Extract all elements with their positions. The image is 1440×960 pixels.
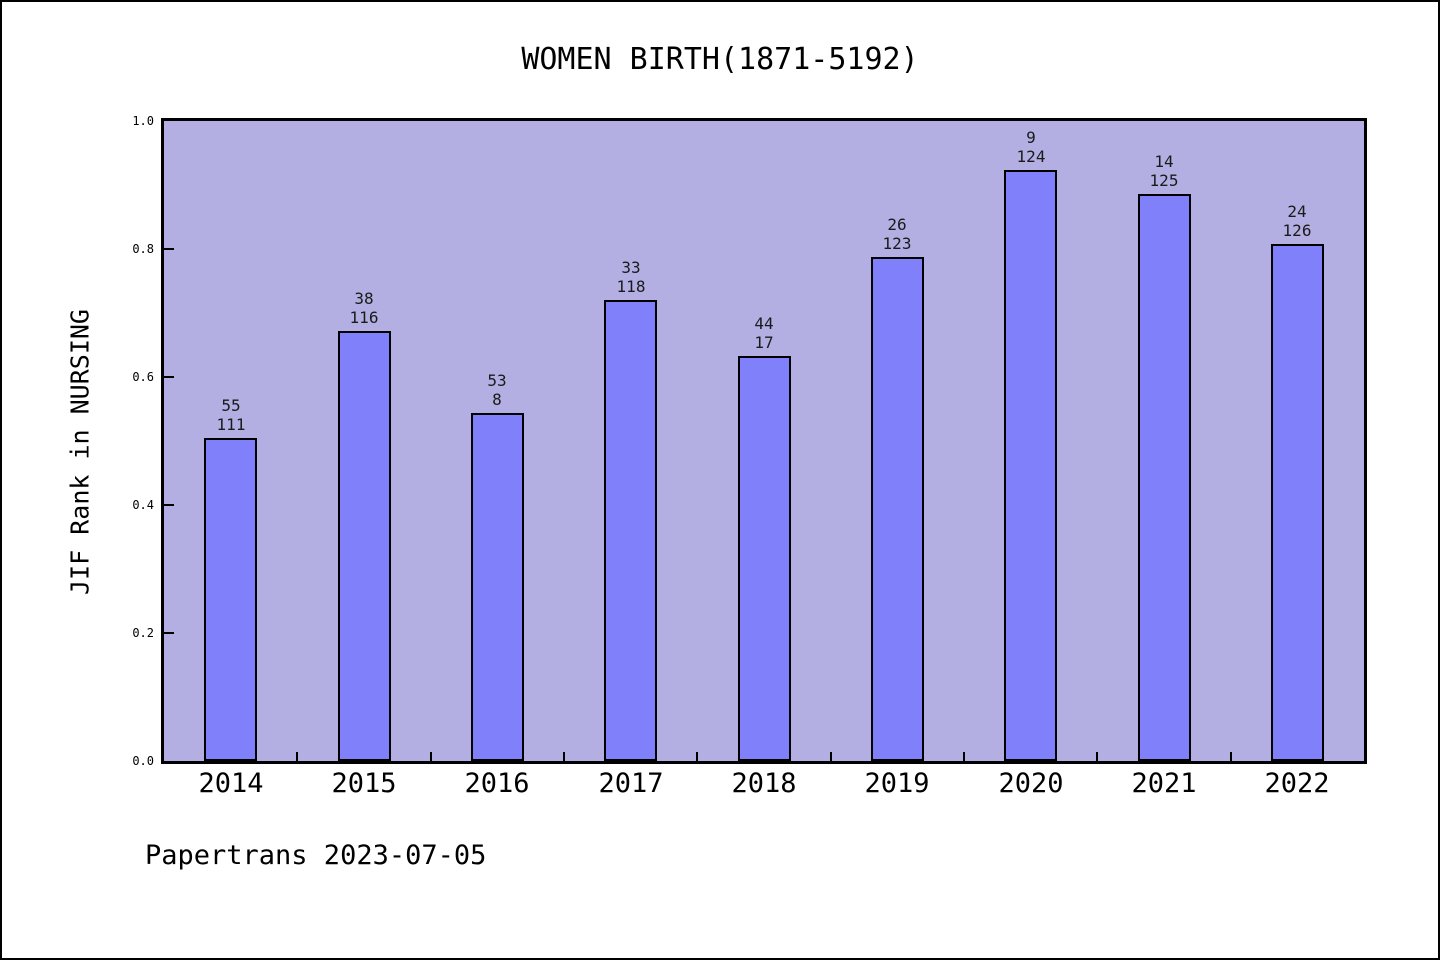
x-minor-tick — [296, 752, 298, 761]
bar-value-label: 14 125 — [1150, 152, 1179, 190]
x-tick-label: 2018 — [731, 768, 797, 799]
bar — [738, 356, 791, 761]
bar-value-line: 123 — [882, 234, 912, 253]
x-tick-label: 2016 — [464, 768, 530, 799]
bar — [471, 413, 524, 761]
x-minor-tick — [963, 752, 965, 761]
bar-value-label: 38 116 — [350, 289, 379, 327]
bar — [1004, 170, 1057, 761]
chart-title: WOMEN BIRTH(1871-5192) — [521, 42, 919, 77]
caption: Papertrans 2023-07-05 — [145, 840, 487, 871]
y-tick-label: 0.4 — [132, 498, 154, 512]
bar-value-line: 111 — [216, 415, 246, 434]
y-tick — [164, 504, 174, 506]
y-tick — [164, 376, 174, 378]
bar-value-line: 9 — [1026, 128, 1036, 147]
bar-value-label: 24 126 — [1283, 202, 1312, 240]
bar-value-label: 55 111 — [217, 396, 246, 434]
bar-value-line: 53 — [487, 371, 507, 390]
y-tick-label: 1.0 — [132, 114, 154, 128]
y-axis-label: JIF Rank in NURSING — [65, 309, 95, 595]
bar-value-label: 9 124 — [1017, 128, 1046, 166]
x-minor-tick — [1230, 752, 1232, 761]
bar-value-line: 33 — [621, 258, 641, 277]
x-tick-label: 2019 — [864, 768, 930, 799]
x-minor-tick — [696, 752, 698, 761]
bar — [1138, 194, 1191, 761]
x-tick-label: 2021 — [1131, 768, 1197, 799]
bar-value-label: 44 17 — [754, 314, 773, 352]
bar-value-line: 8 — [492, 390, 502, 409]
bar-value-line: 44 — [754, 314, 774, 333]
bar-value-label: 26 123 — [883, 215, 912, 253]
bar-value-label: 53 8 — [487, 371, 506, 409]
bar-value-line: 26 — [887, 215, 907, 234]
bar-value-line: 14 — [1154, 152, 1174, 171]
x-tick-label: 2022 — [1264, 768, 1330, 799]
x-minor-tick — [1096, 752, 1098, 761]
y-tick-label: 0.8 — [132, 242, 154, 256]
bar-value-line: 24 — [1287, 202, 1307, 221]
bar — [204, 438, 257, 761]
bar-value-line: 17 — [754, 333, 774, 352]
x-minor-tick — [430, 752, 432, 761]
y-tick-label: 0.0 — [132, 754, 154, 768]
bar — [1271, 244, 1324, 761]
x-tick-label: 2017 — [598, 768, 664, 799]
bar-value-line: 118 — [616, 277, 646, 296]
x-tick-label: 2014 — [198, 768, 264, 799]
x-minor-tick — [563, 752, 565, 761]
x-tick-label: 2020 — [998, 768, 1064, 799]
bar-value-line: 116 — [349, 308, 379, 327]
x-minor-tick — [830, 752, 832, 761]
bar-value-line: 125 — [1149, 171, 1179, 190]
y-tick-label: 0.2 — [132, 626, 154, 640]
y-tick — [164, 632, 174, 634]
y-tick-label: 0.6 — [132, 370, 154, 384]
bar-value-line: 55 — [221, 396, 241, 415]
bar — [871, 257, 924, 761]
y-tick — [164, 248, 174, 250]
bar — [604, 300, 657, 761]
plot-area: 55 111 38 116 53 8 33 118 44 17 26 123 9 124 14 125 24 12… — [161, 118, 1367, 764]
bar-value-label: 33 118 — [617, 258, 646, 296]
bar-value-line: 38 — [354, 289, 374, 308]
x-tick-label: 2015 — [331, 768, 397, 799]
bar-value-line: 126 — [1282, 221, 1312, 240]
bar-value-line: 124 — [1016, 147, 1046, 166]
bar — [338, 331, 391, 761]
